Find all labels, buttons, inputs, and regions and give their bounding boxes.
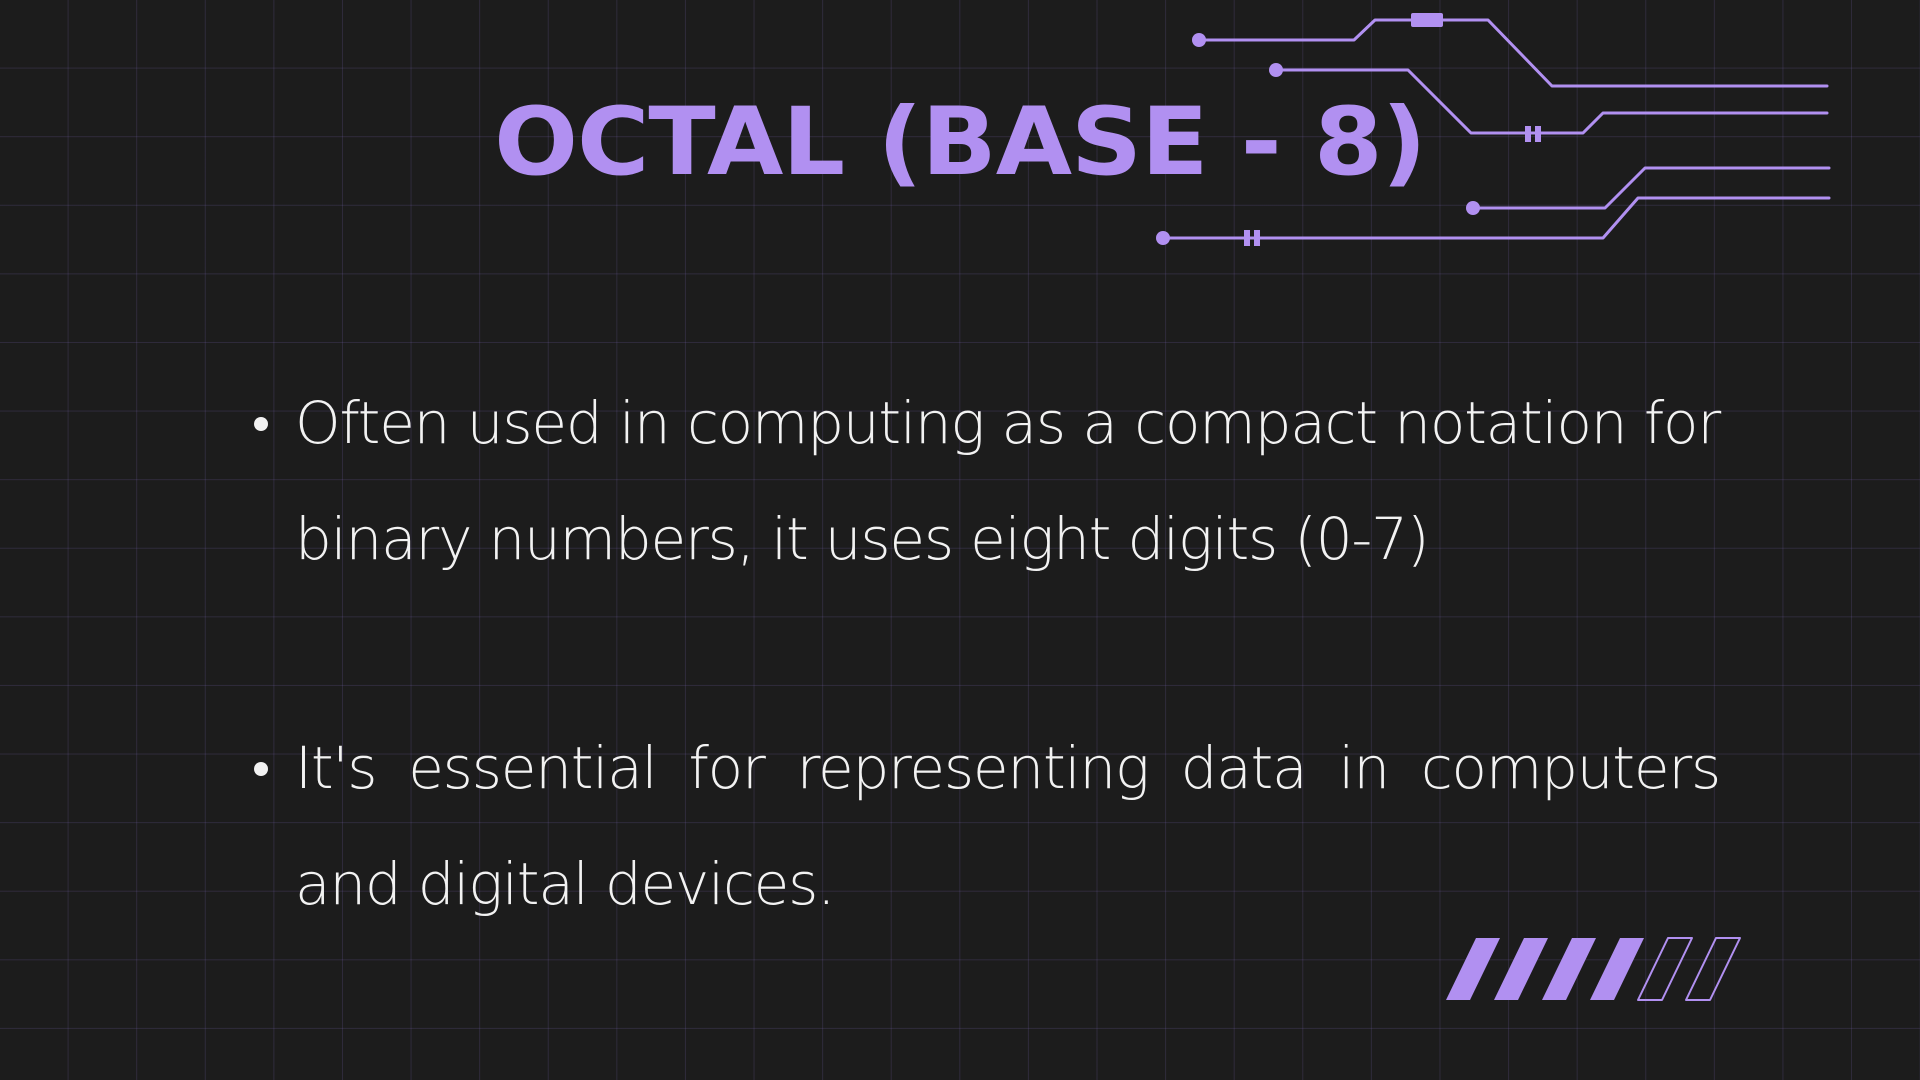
progress-stripes-graphic <box>1446 937 1741 1001</box>
bullet-item: It's essential for representing data in … <box>250 710 1721 942</box>
slide-title: OCTAL (BASE - 8) <box>494 88 1427 197</box>
bullet-dot-icon <box>254 762 268 776</box>
bullet-text: Often used in computing as a compact not… <box>295 389 1721 573</box>
bullet-list: Often used in computing as a compact not… <box>250 365 1721 942</box>
circuit-traces-graphic <box>1156 13 1831 246</box>
bullet-dot-icon <box>254 417 268 431</box>
bullet-text: It's essential for representing data in … <box>295 734 1721 918</box>
bullet-item: Often used in computing as a compact not… <box>250 365 1721 597</box>
